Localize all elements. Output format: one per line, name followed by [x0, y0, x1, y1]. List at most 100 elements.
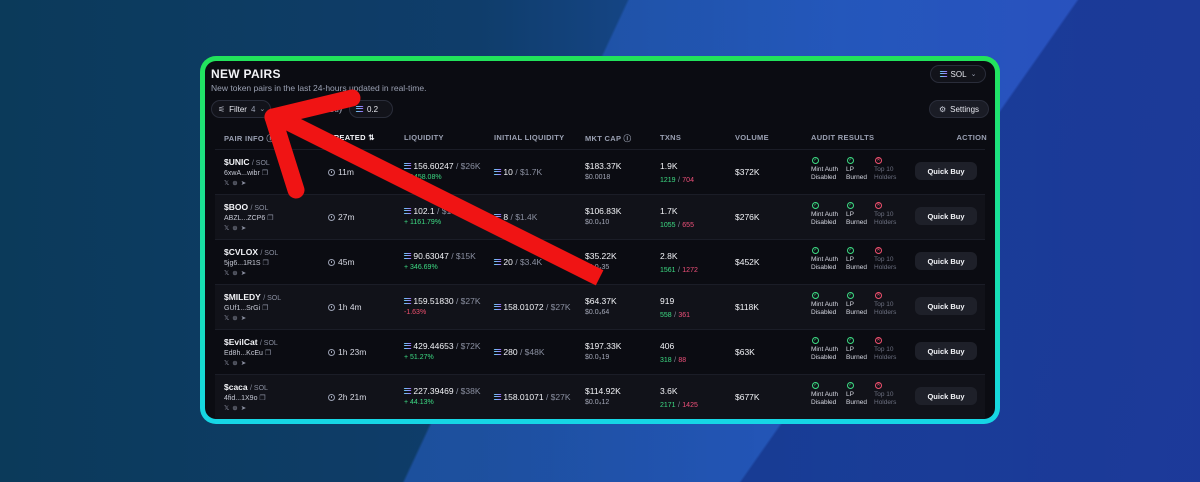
- audit-top10-holders: ✕ Top 10 Holders: [874, 292, 904, 317]
- clock-icon: [328, 259, 335, 266]
- audit-lp-label: LP Burned: [846, 346, 867, 361]
- table-row[interactable]: $caca / SOL 4fid...1X9o ❐ 𝕏⊕➤ 2h 21m 227…: [215, 374, 985, 419]
- volume-value: $63K: [735, 347, 755, 357]
- chain-select[interactable]: SOL ⌄: [930, 65, 986, 83]
- x-icon[interactable]: 𝕏: [224, 270, 233, 277]
- copy-icon[interactable]: ❐: [261, 170, 269, 177]
- pair-address[interactable]: 5jg6...1R1S ❐: [224, 259, 269, 267]
- solana-icon: [403, 163, 412, 169]
- pair-name-cell[interactable]: $MILEDY / SOL: [224, 292, 281, 302]
- col-mkt-cap[interactable]: MKT CAP ⓘ: [585, 134, 632, 143]
- table-row[interactable]: $UNIC / SOL 6xwA...wibr ❐ 𝕏⊕➤ 11m 156.60…: [215, 149, 985, 194]
- solana-icon: [493, 259, 502, 265]
- col-initial-liquidity[interactable]: INITIAL LIQUIDITY: [494, 133, 565, 142]
- chevron-down-icon: ⌄: [970, 71, 977, 78]
- pair-chain: / SOL: [250, 385, 268, 392]
- pair-name-cell[interactable]: $caca / SOL: [224, 382, 268, 392]
- col-txns[interactable]: TXNS: [660, 133, 682, 142]
- check-circle-icon: ✓: [812, 157, 819, 164]
- pair-name-cell[interactable]: $UNIC / SOL: [224, 157, 270, 167]
- solana-icon: [403, 208, 412, 214]
- quick-buy-button[interactable]: Quick Buy: [915, 252, 977, 270]
- social-links: 𝕏⊕➤: [224, 224, 249, 232]
- audit-lp-label: LP Burned: [846, 301, 867, 316]
- initial-liquidity-amount: 20: [503, 257, 513, 267]
- quick-buy-button[interactable]: Quick Buy: [915, 297, 977, 315]
- telegram-icon[interactable]: ➤: [240, 405, 250, 412]
- col-created[interactable]: CREATED ⇅: [328, 133, 375, 142]
- page-title: NEW PAIRS: [211, 67, 281, 81]
- globe-icon[interactable]: ⊕: [232, 270, 241, 277]
- x-icon[interactable]: 𝕏: [224, 225, 233, 232]
- telegram-icon[interactable]: ➤: [240, 225, 250, 232]
- table-row[interactable]: $CVLOX / SOL 5jg6...1R1S ❐ 𝕏⊕➤ 45m 90.63…: [215, 239, 985, 284]
- pair-age-text: 27m: [338, 212, 355, 222]
- quick-buy-button[interactable]: Quick Buy: [915, 162, 977, 180]
- buy-amount-input[interactable]: 0.2: [349, 100, 393, 118]
- audit-lp-label: LP Burned: [846, 391, 867, 406]
- table-row[interactable]: $MILEDY / SOL GUf1...SrGi ❐ 𝕏⊕➤ 1h 4m 15…: [215, 284, 985, 329]
- solana-icon: [493, 304, 502, 310]
- quick-buy-button[interactable]: Quick Buy: [915, 342, 977, 360]
- telegram-icon[interactable]: ➤: [240, 270, 250, 277]
- buy-amount-value: 0.2: [367, 104, 379, 114]
- audit-top10-label: Top 10 Holders: [874, 301, 897, 316]
- quick-buy-button[interactable]: Quick Buy: [915, 207, 977, 225]
- audit-mint-auth: ✓ Mint Auth Disabled: [811, 337, 841, 362]
- table-row[interactable]: $BOO / SOL ABZL...ZCP6 ❐ 𝕏⊕➤ 27m 102.1 /…: [215, 194, 985, 239]
- initial-liquidity-usd: / $27K: [545, 302, 571, 312]
- pair-address[interactable]: 4fid...1X9o ❐: [224, 394, 266, 402]
- copy-icon[interactable]: ❐: [267, 215, 274, 222]
- filter-count: 4: [250, 104, 256, 114]
- x-icon[interactable]: 𝕏: [224, 360, 233, 367]
- pair-address[interactable]: GUf1...SrGi ❐: [224, 304, 268, 312]
- liquidity-amount: 159.51830: [413, 296, 454, 306]
- table-row[interactable]: $EvilCat / SOL Ed8h...KcEu ❐ 𝕏⊕➤ 1h 23m …: [215, 329, 985, 374]
- globe-icon[interactable]: ⊕: [232, 405, 241, 412]
- initial-liquidity-usd: / $27K: [545, 392, 571, 402]
- info-icon: ⓘ: [266, 134, 275, 143]
- pair-address[interactable]: 6xwA...wibr ❐: [224, 169, 268, 177]
- pair-name: $CVLOX: [224, 247, 259, 257]
- col-liquidity[interactable]: LIQUIDITY: [404, 133, 444, 142]
- txns-separator: /: [674, 357, 677, 364]
- pair-name-cell[interactable]: $CVLOX / SOL: [224, 247, 278, 257]
- audit-mint-auth: ✓ Mint Auth Disabled: [811, 247, 841, 272]
- pair-address[interactable]: ABZL...ZCP6 ❐: [224, 214, 273, 222]
- copy-icon[interactable]: ❐: [259, 395, 266, 402]
- globe-icon[interactable]: ⊕: [232, 180, 241, 187]
- globe-icon[interactable]: ⊕: [232, 225, 241, 232]
- col-volume[interactable]: VOLUME: [735, 133, 769, 142]
- initial-liquidity-amount: 158.01072: [503, 302, 544, 312]
- liquidity-usd: / $27K: [455, 296, 481, 306]
- pair-name-cell[interactable]: $EvilCat / SOL: [224, 337, 278, 347]
- pair-name-cell[interactable]: $BOO / SOL: [224, 202, 268, 212]
- check-circle-icon: ✓: [847, 337, 854, 344]
- copy-icon[interactable]: ❐: [262, 260, 269, 267]
- sells-count: 88: [678, 357, 687, 364]
- settings-button[interactable]: ⚙ Settings: [929, 100, 989, 118]
- copy-icon[interactable]: ❐: [262, 305, 269, 312]
- table-header: PAIR INFO ⓘ CREATED ⇅ LIQUIDITY INITIAL …: [205, 129, 995, 149]
- buys-count: 1219: [660, 177, 676, 184]
- pair-age: 2h 21m: [328, 392, 366, 402]
- globe-icon[interactable]: ⊕: [232, 360, 241, 367]
- sells-count: 655: [682, 222, 694, 229]
- highlight-frame: NEW PAIRS New token pairs in the last 24…: [200, 56, 1000, 424]
- telegram-icon[interactable]: ➤: [240, 180, 250, 187]
- pair-address[interactable]: Ed8h...KcEu ❐: [224, 349, 271, 357]
- copy-icon[interactable]: ❐: [264, 350, 272, 357]
- col-pair-info[interactable]: PAIR INFO ⓘ: [224, 134, 275, 143]
- sliders-icon: ⚟: [218, 104, 226, 114]
- quick-buy-button[interactable]: Quick Buy: [915, 387, 977, 405]
- telegram-icon[interactable]: ➤: [240, 315, 250, 322]
- x-icon[interactable]: 𝕏: [224, 180, 233, 187]
- pair-address-text: 6xwA...wibr: [224, 170, 260, 177]
- x-icon[interactable]: 𝕏: [224, 315, 233, 322]
- globe-icon[interactable]: ⊕: [232, 315, 241, 322]
- filter-button[interactable]: ⚟ Filter 4 ⌄: [211, 100, 271, 118]
- x-icon[interactable]: 𝕏: [224, 405, 233, 412]
- liquidity-amount: 102.1: [413, 206, 435, 216]
- solana-icon: [403, 343, 412, 349]
- telegram-icon[interactable]: ➤: [240, 360, 250, 367]
